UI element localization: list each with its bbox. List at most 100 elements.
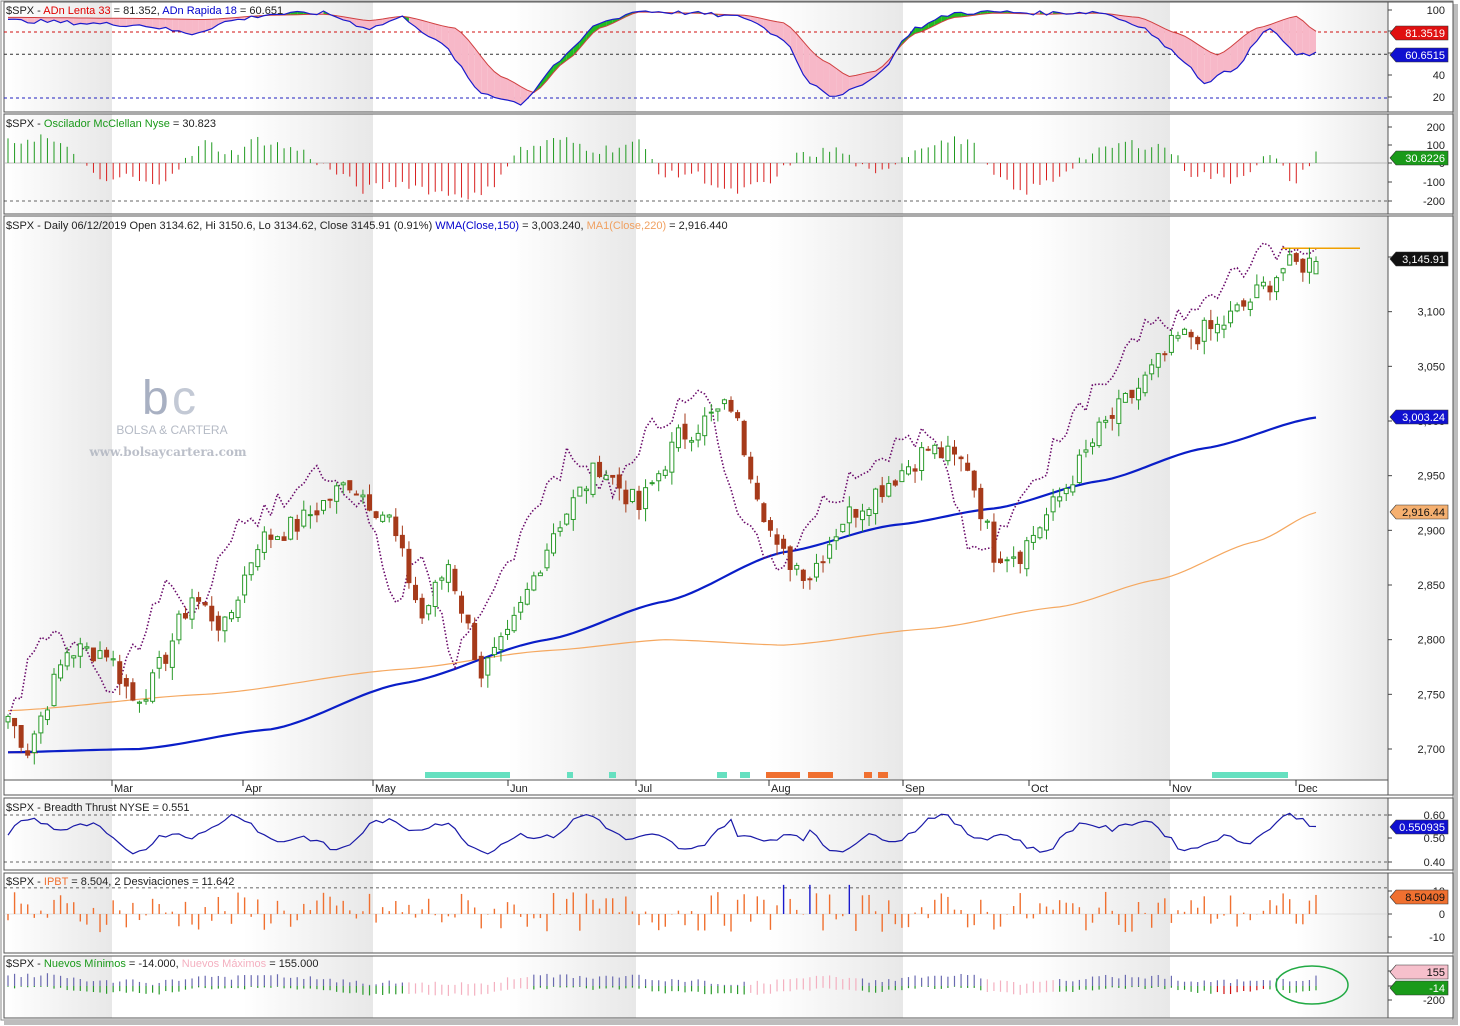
candle — [1175, 335, 1181, 339]
candle — [1076, 454, 1082, 484]
candle — [741, 420, 747, 456]
candle — [136, 701, 142, 704]
month-label: Apr — [245, 783, 262, 795]
adn-fill — [1151, 22, 1159, 39]
candle — [892, 480, 898, 486]
candle — [209, 605, 215, 622]
signal-bar — [808, 772, 833, 778]
candle — [715, 408, 721, 412]
candle — [1287, 254, 1293, 266]
candle — [643, 487, 649, 510]
month-label: Dec — [1298, 783, 1318, 795]
adn-fill — [113, 18, 120, 27]
candle — [373, 511, 379, 519]
adn-fill — [139, 18, 147, 27]
adn-fill — [1210, 52, 1218, 82]
adn-fill — [415, 18, 423, 33]
adn-fill — [481, 56, 488, 95]
candle — [590, 462, 596, 495]
adn-slow-badge: 81.3519 — [1405, 28, 1445, 40]
candle — [787, 546, 793, 570]
nm-header: $SPX - Nuevos Mínimos = -14.000, Nuevos … — [6, 958, 318, 970]
adn-fill — [961, 12, 968, 17]
candle — [1063, 487, 1069, 495]
adn-fill — [809, 49, 817, 86]
breadth-tick-label: 0.40 — [1424, 857, 1445, 869]
candle — [1306, 257, 1312, 273]
candle — [721, 399, 727, 405]
candle — [623, 489, 629, 505]
month-band — [769, 114, 903, 214]
panel-border — [3, 955, 1454, 1019]
candle — [1182, 328, 1188, 335]
month-label: Oct — [1031, 783, 1048, 795]
adn-fill — [573, 41, 580, 56]
candle — [301, 509, 307, 527]
osc-badge-bg — [1389, 150, 1449, 166]
candle — [662, 469, 668, 476]
candle — [754, 482, 760, 500]
signal-bar — [878, 772, 888, 778]
candle — [1037, 527, 1043, 539]
candle — [1149, 364, 1155, 375]
adn-fill — [882, 59, 889, 71]
adn-fill — [560, 53, 567, 66]
adn-fill — [408, 17, 416, 27]
month-band — [1296, 114, 1388, 214]
signal-bar — [609, 772, 616, 778]
candle — [531, 575, 537, 591]
candle — [235, 599, 241, 618]
close-badge: 3,145.91 — [1402, 254, 1445, 266]
month-label: May — [375, 783, 396, 795]
candle — [314, 510, 320, 516]
candle — [899, 470, 905, 483]
adn-fill — [198, 19, 206, 33]
adn-fill — [928, 20, 935, 29]
candle — [169, 640, 175, 668]
adn-header: $SPX - ADn Lenta 33 = 81.352, ADn Rapida… — [6, 5, 283, 17]
price-tick-label: 2,850 — [1417, 580, 1445, 592]
candle — [426, 605, 432, 615]
adn-fill — [1302, 20, 1310, 56]
price-panel — [5, 242, 1360, 778]
adn-fill — [448, 27, 455, 60]
candle — [491, 646, 497, 656]
candle — [616, 474, 622, 489]
month-band — [243, 114, 373, 214]
adn-tick-label: 100 — [1427, 5, 1445, 17]
adn-fill — [93, 18, 101, 24]
candle — [1188, 331, 1194, 338]
candle — [12, 717, 18, 727]
month-band — [243, 873, 373, 953]
candle — [557, 527, 563, 532]
adn-fill — [1243, 31, 1251, 61]
adn-fill — [1223, 47, 1231, 72]
candle — [1313, 260, 1319, 275]
adn-fill — [862, 72, 870, 85]
candle — [767, 520, 773, 531]
price-tick-label: 2,700 — [1417, 744, 1445, 756]
ipbt-tick-label: 0 — [1439, 909, 1445, 921]
candle — [360, 494, 366, 498]
candle — [551, 533, 557, 554]
adn-fill — [849, 75, 856, 90]
candle — [485, 657, 491, 676]
adn-fill — [60, 17, 68, 23]
candle — [1168, 334, 1174, 353]
close-badge-bg — [1389, 251, 1449, 267]
adn-fill — [869, 71, 876, 81]
adn-fill — [86, 18, 94, 25]
candle — [938, 447, 944, 459]
adn-fill — [1269, 22, 1277, 34]
candle — [380, 514, 386, 522]
adn-fill — [763, 18, 771, 34]
candle — [859, 510, 865, 521]
candle — [1293, 253, 1299, 262]
adn-fill — [1296, 16, 1303, 55]
adn-fill — [777, 21, 784, 41]
candle — [669, 441, 675, 473]
candle — [419, 597, 425, 619]
candle — [958, 456, 964, 460]
month-band — [243, 798, 373, 870]
